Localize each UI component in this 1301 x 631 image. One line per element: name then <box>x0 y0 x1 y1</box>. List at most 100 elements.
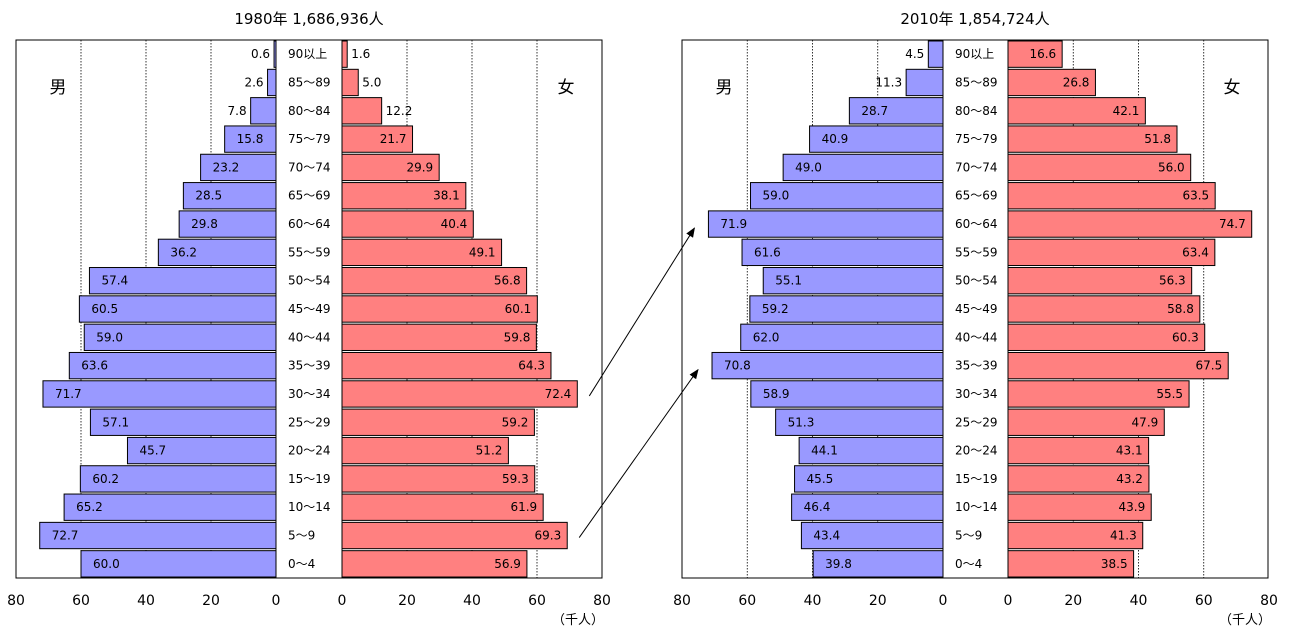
pyramid-2-female-value-label: 51.8 <box>1144 132 1171 146</box>
pyramid-1-male-value-label: 60.0 <box>93 557 120 571</box>
pyramid-2-female-bar <box>1007 436 1150 465</box>
pyramid-2-male-value-label: 44.1 <box>811 444 838 458</box>
pyramid-2-male-value-label: 49.0 <box>795 160 822 174</box>
pyramid-1-age-label: 80～84 <box>288 104 331 118</box>
pyramid-1-female-tick-label: 40 <box>463 593 481 609</box>
pyramid-2-male-bar <box>927 40 944 68</box>
pyramid-2-age-label: 80～84 <box>955 104 998 118</box>
pyramid-1-age-label: 30～34 <box>288 387 331 401</box>
pyramid-1-male-tick-label: 40 <box>137 593 155 609</box>
pyramid-1-female-bar <box>341 40 348 68</box>
pyramid-1-male-value-label: 2.6 <box>244 75 263 89</box>
pyramid-1-age-label: 40～44 <box>288 330 331 344</box>
pyramid-1-female-value-label: 56.8 <box>494 274 521 288</box>
pyramid-1-female-value-label: 51.2 <box>476 444 503 458</box>
pyramid-2-male-bar <box>791 493 944 521</box>
pyramid-2-female-bar <box>1007 182 1216 210</box>
pyramid-2-age-label: 85～89 <box>955 75 998 89</box>
pyramid-2-age-label: 15～19 <box>955 472 998 486</box>
pyramid-2-female-bar <box>1007 125 1178 153</box>
pyramid-2-male-value-label: 71.9 <box>720 217 747 231</box>
pyramid-1-female-bar <box>341 436 509 465</box>
pyramid-1-male-bar <box>200 153 277 182</box>
pyramid-2-female-tick-label: 20 <box>1064 593 1082 609</box>
pyramid-1-male-value-label: 23.2 <box>213 160 240 174</box>
pyramid-2-female-bar <box>1007 408 1165 436</box>
pyramid-2-age-label: 35～39 <box>955 359 998 373</box>
pyramid-1-female-value-label: 49.1 <box>469 245 496 259</box>
pyramid-1-female-bar <box>341 210 474 238</box>
pyramid-1-female-bar <box>341 267 528 295</box>
pyramid-2-female-value-label: 16.6 <box>1029 47 1056 61</box>
pyramid-2-male-tick-label: 0 <box>939 593 948 609</box>
pyramid-2-age-label: 55～59 <box>955 245 998 259</box>
pyramid-1-age-label: 25～29 <box>288 415 331 429</box>
pyramid-2-female-bar <box>1007 493 1152 521</box>
pyramid-1-male-tick-label: 60 <box>72 593 90 609</box>
pyramid-1-male-bar <box>39 521 277 550</box>
pyramid-2-female-value-label: 43.1 <box>1116 444 1143 458</box>
pyramid-1-female-bar <box>341 351 552 380</box>
pyramid-1-female-value-label: 29.9 <box>406 160 433 174</box>
pyramid-2-frame <box>681 39 1269 579</box>
pyramid-2-female-tick-label: 60 <box>1195 593 1213 609</box>
pyramid-2-male-value-label: 61.6 <box>754 245 781 259</box>
pyramid-1-female-tick-label: 60 <box>528 593 546 609</box>
pyramid-1-male-value-label: 71.7 <box>55 387 82 401</box>
pyramid-1-female-bar <box>341 323 537 351</box>
pyramid-2-female-bar <box>1007 267 1193 295</box>
pyramid-1-male-bar <box>250 97 277 125</box>
pyramid-1-female-bar <box>341 493 544 521</box>
pyramid-1-male-bar <box>68 351 277 380</box>
pyramid-2-female-value-label: 60.3 <box>1172 330 1199 344</box>
pyramid-2-female-bar <box>1007 323 1206 351</box>
pyramid-2-male-value-label: 51.3 <box>788 415 815 429</box>
pyramid-1-female-label: 女 <box>558 78 575 98</box>
pyramid-1-female-value-label: 21.7 <box>380 132 407 146</box>
pyramid-1-male-bar <box>267 68 277 97</box>
pyramid-1-female-value-label: 59.8 <box>504 330 531 344</box>
pyramid-1-male-tick-label: 20 <box>202 593 220 609</box>
pyramid-1-male-value-label: 28.5 <box>195 189 222 203</box>
pyramid-2-age-label: 65～69 <box>955 189 998 203</box>
pyramid-2-female-value-label: 63.4 <box>1182 245 1209 259</box>
pyramid-2-unit-label: （千人） <box>1219 613 1271 628</box>
pyramid-1-female-value-label: 61.9 <box>510 500 537 514</box>
pyramid-2-male-bar <box>848 97 944 125</box>
pyramid-2-male-value-label: 11.3 <box>875 75 902 89</box>
pyramid-1-female-bar <box>341 153 440 182</box>
pyramid-2-female-value-label: 26.8 <box>1063 75 1090 89</box>
pyramid-1-female-bar <box>341 408 535 436</box>
pyramid-1-age-label: 10～14 <box>288 500 331 514</box>
pyramid-2-age-label: 10～14 <box>955 500 998 514</box>
pyramid-2-male-value-label: 70.8 <box>724 359 751 373</box>
pyramid-1-title: 1980年 1,686,936人 <box>234 10 383 28</box>
pyramid-2-age-label: 50～54 <box>955 274 998 288</box>
pyramid-1-female-tick-label: 80 <box>593 593 611 609</box>
pyramid-2-male-value-label: 39.8 <box>825 557 852 571</box>
pyramid-1-male-bar <box>88 267 277 295</box>
pyramid-2-male-label: 男 <box>716 78 733 98</box>
pyramid-2-female-bar <box>1007 210 1253 238</box>
pyramid-2-age-label: 60～64 <box>955 217 998 231</box>
pyramid-2-female-bar <box>1007 380 1190 408</box>
pyramid-2-age-label: 30～34 <box>955 387 998 401</box>
pyramid-2-male-bar <box>794 465 944 493</box>
pyramid-1-male-tick-label: 0 <box>272 593 281 609</box>
pyramid-1-female-value-label: 1.6 <box>351 47 370 61</box>
pyramid-2-male-bar <box>750 380 944 408</box>
pyramid-1-male-value-label: 0.6 <box>251 47 270 61</box>
pyramid-1-male-label: 男 <box>50 78 67 98</box>
pyramid-2-female-value-label: 63.5 <box>1182 189 1209 203</box>
pyramid-1-male-value-label: 57.4 <box>101 274 128 288</box>
pyramid-2-female-value-label: 56.0 <box>1158 160 1185 174</box>
pyramid-1-age-label: 35～39 <box>288 359 331 373</box>
pyramid-1-female-value-label: 5.0 <box>362 75 381 89</box>
pyramid-1-age-label: 65～69 <box>288 189 331 203</box>
pyramid-2-female-tick-label: 0 <box>1004 593 1013 609</box>
pyramid-1-age-label: 70～74 <box>288 160 331 174</box>
pyramid-1-age-label: 5～9 <box>288 529 315 543</box>
pyramid-2-female-value-label: 67.5 <box>1196 359 1223 373</box>
pyramid-2-age-label: 70～74 <box>955 160 998 174</box>
pyramid-2-age-label: 0～4 <box>955 557 982 571</box>
